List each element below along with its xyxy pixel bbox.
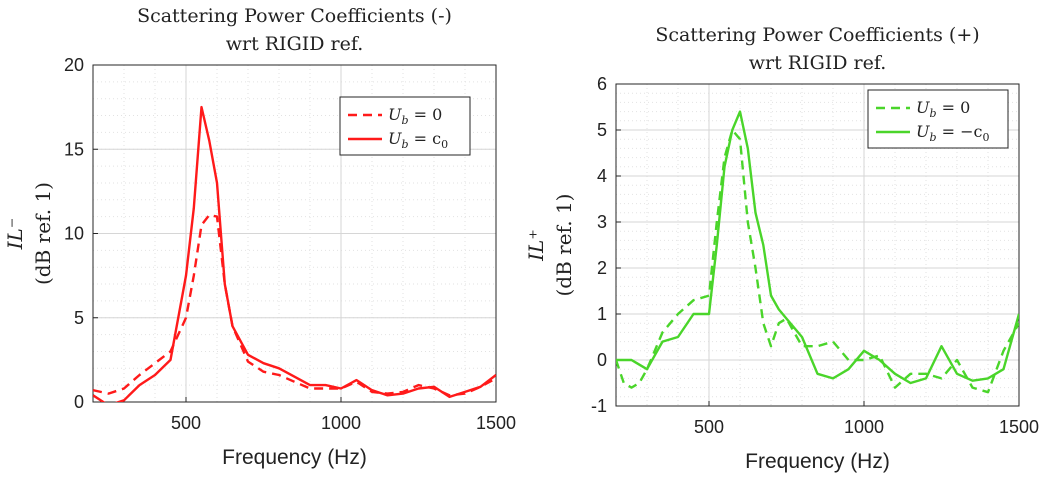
- legend-box: [867, 89, 1009, 149]
- x-tick-label: 1000: [844, 417, 884, 437]
- series-line-0: [93, 213, 496, 397]
- y-tick-label: 2: [597, 258, 607, 278]
- left-chart: 500 1000 1500 0 5 10 15 20 Scattering Power Coef…: [3, 5, 516, 469]
- axes-box: [615, 83, 1020, 407]
- chart-title: wrt RIGID ref.: [749, 52, 887, 74]
- legend-box: [339, 96, 471, 156]
- y-tick-label: 4: [597, 166, 607, 186]
- x-tick-label: 500: [694, 417, 724, 437]
- y-tick-label: 10: [64, 224, 84, 244]
- y-axis-label: IL⁻: [3, 218, 27, 251]
- legend-label: Ub = 0: [388, 105, 442, 127]
- y-tick-label: 5: [597, 120, 607, 140]
- y-tick-label: 0: [74, 392, 84, 412]
- legend-label: Ub = c0: [388, 129, 448, 151]
- chart-title: Scattering Power Coefficients (-): [137, 5, 452, 27]
- x-axis-label: Frequency (Hz): [222, 446, 367, 469]
- right-chart: 500 1000 1500 -1 0 1 2 3 4 5 6 Scattering Power Coe…: [524, 24, 1039, 473]
- y-tick-label: 0: [597, 350, 607, 370]
- chart-title: wrt RIGID ref.: [226, 33, 364, 55]
- y-tick-label: 15: [64, 139, 84, 159]
- x-tick-label: 1000: [321, 413, 361, 433]
- y-axis-label: (dB ref. 1): [31, 182, 55, 285]
- series-line-0: [616, 128, 1019, 394]
- y-tick-label: 5: [74, 308, 84, 328]
- legend-label: Ub = 0: [916, 98, 970, 120]
- y-tick-label: 3: [597, 212, 607, 232]
- chart-title: Scattering Power Coefficients (+): [655, 24, 979, 46]
- series-line-1: [93, 105, 496, 402]
- y-tick-label: 1: [597, 304, 607, 324]
- y-tick-label: 20: [64, 55, 84, 75]
- x-tick-label: 1500: [476, 413, 516, 433]
- y-axis-label: IL⁺: [524, 229, 548, 262]
- series-line-1: [616, 110, 1019, 385]
- y-axis-label: (dB ref. 1): [552, 194, 576, 297]
- y-tick-label: -1: [591, 396, 607, 416]
- x-axis-label: Frequency (Hz): [745, 450, 890, 473]
- x-tick-label: 500: [171, 413, 201, 433]
- y-tick-label: 6: [597, 74, 607, 94]
- x-tick-label: 1500: [999, 417, 1039, 437]
- legend-label: Ub = −c0: [916, 122, 989, 144]
